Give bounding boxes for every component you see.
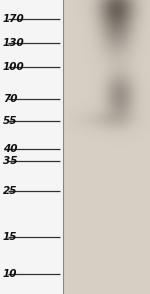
Text: 25: 25 [3,186,18,196]
Text: 15: 15 [3,233,18,243]
Text: 70: 70 [3,94,18,104]
Text: 40: 40 [3,144,18,154]
FancyBboxPatch shape [63,0,150,294]
Text: 55: 55 [3,116,18,126]
Text: 100: 100 [3,62,25,72]
Text: 35: 35 [3,156,18,166]
Text: 170: 170 [3,14,25,24]
Text: 10: 10 [3,269,18,279]
Text: 130: 130 [3,38,25,48]
FancyBboxPatch shape [0,0,63,294]
